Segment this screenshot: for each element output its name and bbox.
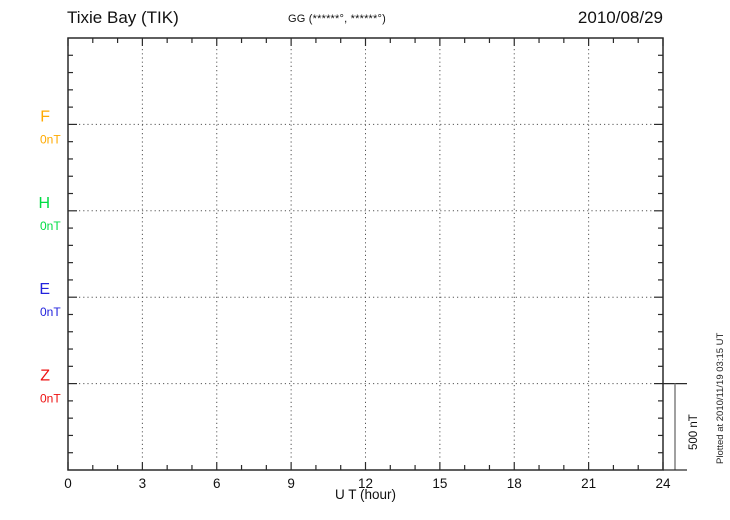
plot-date: 2010/08/29	[577, 8, 663, 27]
component-label-E: E	[39, 281, 50, 298]
geographic-coordinates-label: GG (******°, ******°)	[288, 13, 386, 25]
component-baseline-label-E: 0nT	[40, 305, 61, 319]
plotted-at-caption: Plotted at 2010/11/19 03:15 UT	[715, 332, 726, 464]
component-label-H: H	[38, 195, 50, 212]
component-label-Z: Z	[40, 368, 50, 385]
component-label-F: F	[40, 108, 50, 125]
x-tick-label: 3	[139, 476, 147, 491]
component-baseline-label-Z: 0nT	[40, 392, 61, 406]
x-tick-label: 24	[655, 476, 671, 491]
x-axis-title: U T (hour)	[334, 487, 397, 502]
x-tick-label: 18	[507, 476, 522, 491]
station-title: Tixie Bay (TIK)	[67, 8, 179, 27]
component-baseline-label-F: 0nT	[40, 132, 61, 146]
x-tick-label: 6	[213, 476, 221, 491]
x-tick-label: 9	[287, 476, 295, 491]
x-tick-label: 0	[64, 476, 72, 491]
scale-bar-label: 500 nT	[688, 414, 700, 450]
x-tick-label: 12	[358, 476, 373, 491]
x-tick-label: 21	[581, 476, 596, 491]
generated-plot-content: 0 3 6 9 12 15 18 21 24 F 0nT H 0nT E 0nT Z 0nT	[38, 38, 671, 491]
x-tick-label: 15	[432, 476, 447, 491]
component-baseline-label-H: 0nT	[40, 219, 61, 233]
plot-frame	[67, 37, 664, 471]
